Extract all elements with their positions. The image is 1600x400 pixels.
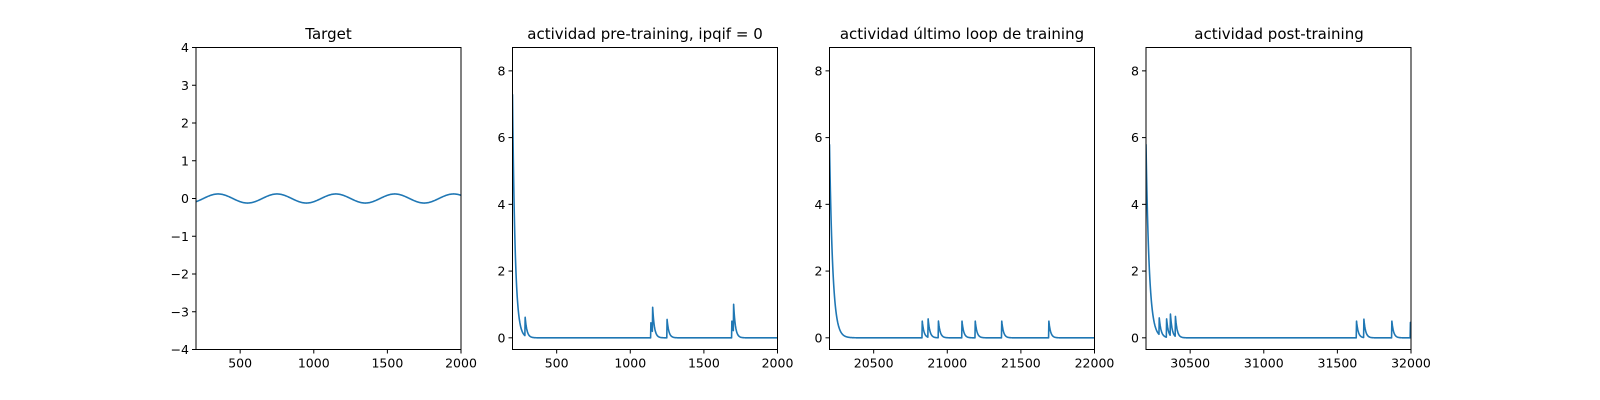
y-tick-label: 2 bbox=[498, 264, 506, 279]
y-tick-label: 8 bbox=[815, 63, 823, 78]
y-tick-label: 0 bbox=[1131, 330, 1139, 345]
y-tick-label: 8 bbox=[498, 63, 506, 78]
x-tick-label: 1500 bbox=[688, 356, 720, 371]
axes-frame bbox=[1145, 47, 1412, 350]
y-tick-label: 2 bbox=[181, 116, 189, 131]
y-tick-label: −1 bbox=[171, 229, 189, 244]
y-tick-label: 8 bbox=[1131, 63, 1139, 78]
subplot-title: Target bbox=[304, 25, 352, 43]
y-tick-label: 4 bbox=[1131, 197, 1139, 212]
subplot-pre-training: actividad pre-training, ipqif = 0 500 100… bbox=[498, 25, 794, 371]
x-tick-label: 1000 bbox=[298, 356, 330, 371]
axes-frame bbox=[195, 47, 462, 350]
x-tick-label: 32000 bbox=[1391, 356, 1431, 371]
y-tick-label: 6 bbox=[498, 130, 506, 145]
y-tick-label: 3 bbox=[181, 78, 189, 93]
y-tick-label: −3 bbox=[171, 304, 189, 319]
series-line bbox=[829, 144, 1095, 339]
series-line bbox=[196, 193, 461, 204]
x-tick-label: 1000 bbox=[614, 356, 646, 371]
subplot-title: actividad pre-training, ipqif = 0 bbox=[527, 25, 763, 43]
x-tick-label: 21500 bbox=[1001, 356, 1041, 371]
y-tick-label: 6 bbox=[1131, 130, 1139, 145]
x-tick-label: 21000 bbox=[927, 356, 967, 371]
x-tick-label: 30500 bbox=[1170, 356, 1210, 371]
x-tick-label: 500 bbox=[545, 356, 569, 371]
subplot-title: actividad post-training bbox=[1194, 25, 1363, 43]
y-tick-label: 6 bbox=[815, 130, 823, 145]
x-tick-label: 500 bbox=[228, 356, 252, 371]
y-tick-label: 2 bbox=[815, 264, 823, 279]
x-tick-label: 2000 bbox=[762, 356, 794, 371]
y-tick-label: 4 bbox=[181, 40, 189, 55]
y-tick-label: 0 bbox=[815, 330, 823, 345]
y-tick-label: 0 bbox=[181, 191, 189, 206]
subplot-last-training-loop: actividad último loop de training 20500 2… bbox=[815, 25, 1115, 371]
x-tick-label: 20500 bbox=[854, 356, 894, 371]
x-tick-label: 31000 bbox=[1244, 356, 1284, 371]
subplot-title: actividad último loop de training bbox=[840, 25, 1084, 43]
series-line bbox=[1146, 144, 1411, 339]
series-line bbox=[512, 94, 778, 339]
subplot-post-training: actividad post-training 30500 31000 31500 3… bbox=[1131, 25, 1431, 371]
axes-frame bbox=[512, 47, 778, 350]
x-tick-label: 1500 bbox=[371, 356, 403, 371]
x-tick-label: 2000 bbox=[445, 356, 477, 371]
y-tick-label: 0 bbox=[498, 330, 506, 345]
y-tick-label: 4 bbox=[498, 197, 506, 212]
y-tick-label: −4 bbox=[171, 342, 189, 357]
axes-frame bbox=[829, 47, 1095, 350]
subplot-target: Target 500 1000 1500 2000 −4 −3 −2 −1 0 1 2 3 4 bbox=[171, 25, 477, 371]
x-tick-label: 31500 bbox=[1318, 356, 1358, 371]
y-tick-label: 2 bbox=[1131, 264, 1139, 279]
x-tick-label: 22000 bbox=[1075, 356, 1115, 371]
y-tick-label: −2 bbox=[171, 267, 189, 282]
y-tick-label: 4 bbox=[815, 197, 823, 212]
y-tick-label: 1 bbox=[181, 153, 189, 168]
